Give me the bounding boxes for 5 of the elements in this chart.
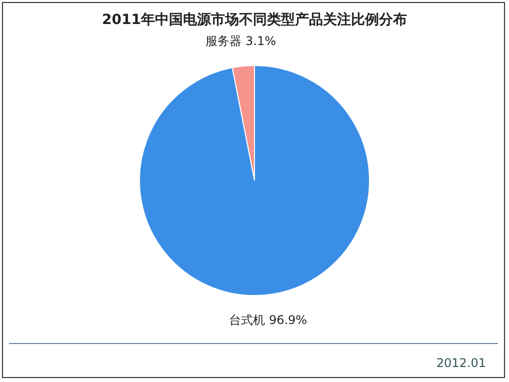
text: 2012.01 (436, 356, 486, 370)
slice-label: 台式机 96.9% (229, 312, 308, 327)
chart-title: 2011年中国电源市场不同类型产品关注比例分布 (102, 11, 407, 28)
slice-label: 服务器 3.1% (206, 34, 276, 48)
pie-slice (139, 65, 370, 296)
